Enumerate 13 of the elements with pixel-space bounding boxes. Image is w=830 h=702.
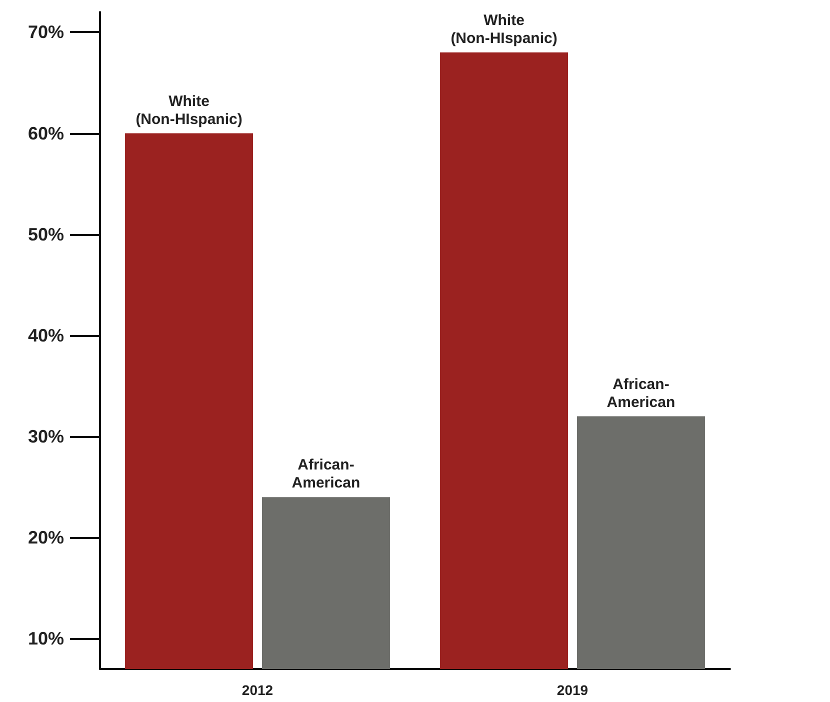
y-tick-label: 70%: [28, 22, 64, 42]
x-tick-label: 2012: [242, 682, 274, 698]
x-tick-label: 2019: [556, 682, 588, 698]
y-tick-label: 10%: [28, 628, 64, 649]
text: African-American: [606, 376, 676, 411]
y-tick-label: 60%: [28, 123, 64, 144]
series-label: African-American: [292, 456, 360, 492]
series-label: White (Non-HIspanic): [136, 92, 242, 128]
y-tick-label: 40%: [28, 325, 64, 346]
y-tick-label: 50%: [28, 224, 64, 244]
text: White (Non-HIspanic): [450, 12, 558, 47]
y-tick-label: 20%: [28, 528, 64, 548]
y-tick-label: 30%: [28, 426, 64, 447]
